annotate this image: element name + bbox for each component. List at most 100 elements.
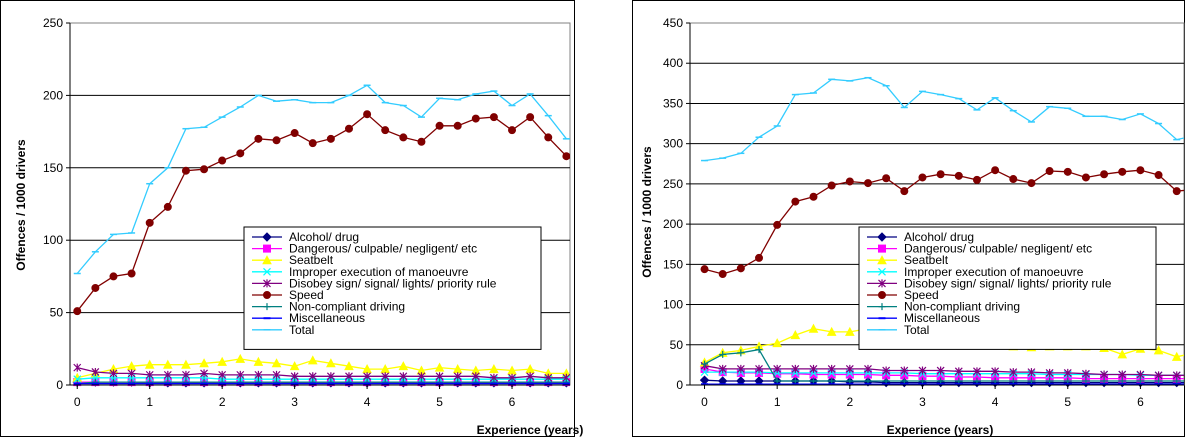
data-point bbox=[453, 121, 462, 130]
data-point bbox=[398, 361, 409, 371]
series-line bbox=[76, 84, 567, 274]
data-point bbox=[719, 350, 727, 358]
data-point bbox=[163, 370, 172, 379]
legend-label: Miscellaneous bbox=[289, 311, 365, 325]
data-point bbox=[1081, 173, 1090, 182]
legend-label: Alcohol/ drug bbox=[289, 230, 359, 244]
series-5 bbox=[700, 166, 1184, 278]
legend-label: Improper execution of manoeuvre bbox=[904, 265, 1084, 279]
data-point bbox=[936, 366, 945, 375]
data-point bbox=[236, 149, 245, 158]
data-point bbox=[326, 358, 336, 368]
data-point bbox=[827, 364, 836, 373]
data-point bbox=[1100, 170, 1109, 179]
legend-label: Alcohol/ drug bbox=[904, 230, 974, 244]
series-line bbox=[704, 365, 1184, 376]
x-tick-label: 6 bbox=[1137, 395, 1144, 409]
y-tick-label: 0 bbox=[676, 378, 683, 392]
data-point bbox=[863, 179, 872, 188]
data-point bbox=[344, 124, 353, 133]
x-tick-label: 5 bbox=[1064, 395, 1071, 409]
data-point bbox=[271, 358, 282, 368]
data-point bbox=[790, 330, 801, 340]
data-point bbox=[1136, 166, 1145, 175]
data-point bbox=[1009, 368, 1018, 377]
y-tick-label: 450 bbox=[663, 16, 683, 30]
data-point bbox=[144, 359, 155, 369]
data-point bbox=[417, 137, 426, 146]
data-point bbox=[773, 220, 782, 229]
data-point bbox=[737, 349, 745, 357]
series-5 bbox=[73, 110, 570, 316]
data-point bbox=[290, 129, 299, 138]
data-point bbox=[182, 370, 190, 379]
data-point bbox=[773, 364, 782, 373]
data-point bbox=[900, 187, 909, 196]
legend-label: Non-compliant driving bbox=[289, 300, 405, 314]
series-line bbox=[76, 113, 567, 312]
data-point bbox=[701, 360, 709, 368]
legend-label: Non-compliant driving bbox=[904, 300, 1020, 314]
y-tick-label: 250 bbox=[43, 16, 63, 30]
x-tick-label: 1 bbox=[774, 395, 781, 409]
legend-marker bbox=[877, 255, 887, 265]
data-point bbox=[109, 369, 118, 378]
data-point bbox=[381, 126, 390, 135]
data-point bbox=[918, 366, 927, 375]
legend-marker bbox=[878, 267, 886, 276]
data-point bbox=[991, 166, 1000, 175]
legend-box bbox=[243, 226, 542, 350]
data-point bbox=[200, 369, 208, 378]
y-tick-label: 300 bbox=[663, 137, 683, 151]
data-point bbox=[435, 121, 444, 130]
legend-label: Improper execution of manoeuvre bbox=[289, 265, 469, 279]
series-8 bbox=[701, 76, 1184, 162]
data-point bbox=[1063, 167, 1072, 176]
data-point bbox=[718, 364, 727, 373]
data-point bbox=[755, 364, 763, 373]
y-tick-label: 50 bbox=[670, 338, 684, 352]
data-point bbox=[289, 361, 300, 371]
data-point bbox=[718, 269, 727, 278]
series-line bbox=[77, 381, 567, 384]
legend-label: Miscellaneous bbox=[904, 311, 980, 325]
data-point bbox=[1136, 370, 1145, 379]
series-6 bbox=[701, 346, 1184, 385]
data-point bbox=[181, 359, 191, 369]
chart-right-x-ticks: 0 1 2 3 4 5 6 bbox=[690, 384, 1184, 409]
data-point bbox=[1154, 171, 1163, 180]
data-point bbox=[1100, 370, 1109, 379]
legend-marker bbox=[263, 291, 271, 299]
data-point bbox=[308, 139, 317, 148]
data-point bbox=[809, 364, 818, 373]
data-point bbox=[772, 338, 783, 348]
series-line bbox=[77, 381, 567, 385]
data-point bbox=[791, 197, 800, 206]
x-tick-label: 0 bbox=[701, 395, 708, 409]
data-point bbox=[900, 366, 909, 375]
data-point bbox=[399, 133, 408, 142]
data-point bbox=[936, 170, 945, 179]
chart-left-y-axis-title: Offences / 1000 drivers bbox=[14, 139, 28, 271]
data-point bbox=[882, 366, 891, 375]
data-point bbox=[991, 367, 1000, 376]
y-tick-label: 100 bbox=[663, 298, 683, 312]
y-tick-label: 400 bbox=[663, 56, 683, 70]
data-point bbox=[272, 136, 281, 145]
data-point bbox=[954, 367, 963, 376]
data-point bbox=[827, 181, 836, 190]
data-point bbox=[217, 356, 228, 366]
legend-marker bbox=[263, 279, 271, 288]
series-8 bbox=[73, 84, 570, 275]
data-point bbox=[845, 177, 854, 186]
y-tick-label: 150 bbox=[663, 257, 683, 271]
data-point bbox=[218, 156, 227, 165]
y-tick-label: 350 bbox=[663, 96, 683, 110]
data-point bbox=[489, 113, 498, 122]
data-point bbox=[1171, 351, 1182, 361]
legend-box bbox=[858, 226, 1157, 350]
series-6 bbox=[73, 378, 570, 388]
legend-label: Total bbox=[289, 323, 314, 337]
data-point bbox=[1172, 187, 1181, 196]
